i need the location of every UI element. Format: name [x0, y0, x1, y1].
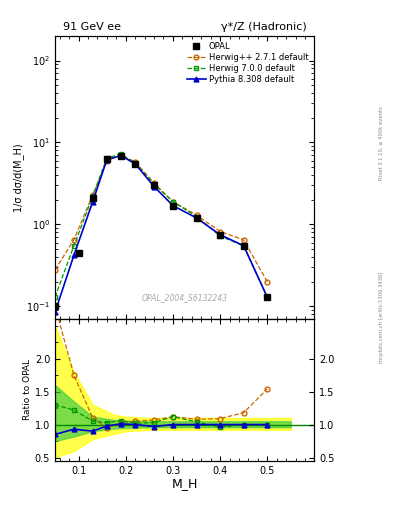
Line: Herwig 7.0.0 default: Herwig 7.0.0 default	[53, 152, 270, 300]
Herwig 7.0.0 default	[53, 294, 57, 300]
Pythia 8.308 default	[105, 157, 109, 163]
OPAL	[105, 156, 109, 162]
Line: Pythia 8.308 default: Pythia 8.308 default	[53, 153, 270, 315]
Pythia 8.308 default	[218, 231, 222, 238]
Pythia 8.308 default	[90, 199, 95, 205]
X-axis label: M_H: M_H	[171, 477, 198, 490]
Herwig 7.0.0 default	[105, 155, 109, 161]
OPAL	[152, 182, 156, 188]
Herwig++ 2.7.1 default	[152, 180, 156, 186]
Herwig++ 2.7.1 default	[72, 237, 76, 243]
Y-axis label: 1/σ dσ/d(M_H): 1/σ dσ/d(M_H)	[13, 143, 24, 212]
OPAL	[53, 304, 57, 310]
OPAL	[90, 195, 95, 201]
Herwig 7.0.0 default	[90, 194, 95, 200]
OPAL	[133, 161, 138, 167]
OPAL	[241, 243, 246, 249]
Pythia 8.308 default	[265, 294, 270, 300]
Herwig++ 2.7.1 default	[119, 152, 123, 158]
Herwig++ 2.7.1 default	[241, 237, 246, 243]
Pythia 8.308 default	[119, 153, 123, 159]
Herwig 7.0.0 default	[133, 160, 138, 166]
Pythia 8.308 default	[133, 161, 138, 167]
OPAL	[171, 203, 175, 209]
Herwig 7.0.0 default	[171, 199, 175, 205]
Pythia 8.308 default	[241, 243, 246, 249]
Herwig 7.0.0 default	[119, 151, 123, 157]
Herwig 7.0.0 default	[265, 294, 270, 300]
Line: Herwig++ 2.7.1 default: Herwig++ 2.7.1 default	[53, 153, 270, 284]
Herwig++ 2.7.1 default	[53, 267, 57, 273]
Herwig 7.0.0 default	[72, 243, 76, 249]
Herwig++ 2.7.1 default	[105, 158, 109, 164]
Herwig++ 2.7.1 default	[194, 212, 199, 218]
Text: OPAL_2004_S6132243: OPAL_2004_S6132243	[142, 293, 228, 302]
Herwig++ 2.7.1 default	[265, 279, 270, 285]
OPAL	[265, 294, 270, 300]
Pythia 8.308 default	[194, 215, 199, 221]
Text: 91 GeV ee: 91 GeV ee	[63, 22, 121, 32]
Herwig 7.0.0 default	[241, 243, 246, 249]
Pythia 8.308 default	[53, 309, 57, 315]
Text: γ*/Z (Hadronic): γ*/Z (Hadronic)	[221, 22, 307, 32]
Pythia 8.308 default	[72, 252, 76, 259]
OPAL	[119, 153, 123, 159]
Herwig++ 2.7.1 default	[171, 199, 175, 205]
Herwig++ 2.7.1 default	[90, 192, 95, 198]
Pythia 8.308 default	[171, 203, 175, 209]
Herwig 7.0.0 default	[218, 233, 222, 239]
Legend: OPAL, Herwig++ 2.7.1 default, Herwig 7.0.0 default, Pythia 8.308 default: OPAL, Herwig++ 2.7.1 default, Herwig 7.0…	[184, 38, 312, 87]
Herwig++ 2.7.1 default	[133, 159, 138, 165]
Herwig++ 2.7.1 default	[218, 228, 222, 234]
OPAL	[194, 215, 199, 221]
Herwig 7.0.0 default	[152, 181, 156, 187]
Line: OPAL: OPAL	[52, 153, 270, 310]
Text: Rivet 3.1.10, ≥ 400k events: Rivet 3.1.10, ≥ 400k events	[379, 106, 384, 180]
OPAL	[218, 231, 222, 238]
Pythia 8.308 default	[152, 183, 156, 189]
Text: mcplots.cern.ch [arXiv:1306.3436]: mcplots.cern.ch [arXiv:1306.3436]	[379, 272, 384, 363]
Y-axis label: Ratio to OPAL: Ratio to OPAL	[23, 359, 32, 420]
Herwig 7.0.0 default	[194, 214, 199, 220]
OPAL	[76, 250, 81, 256]
